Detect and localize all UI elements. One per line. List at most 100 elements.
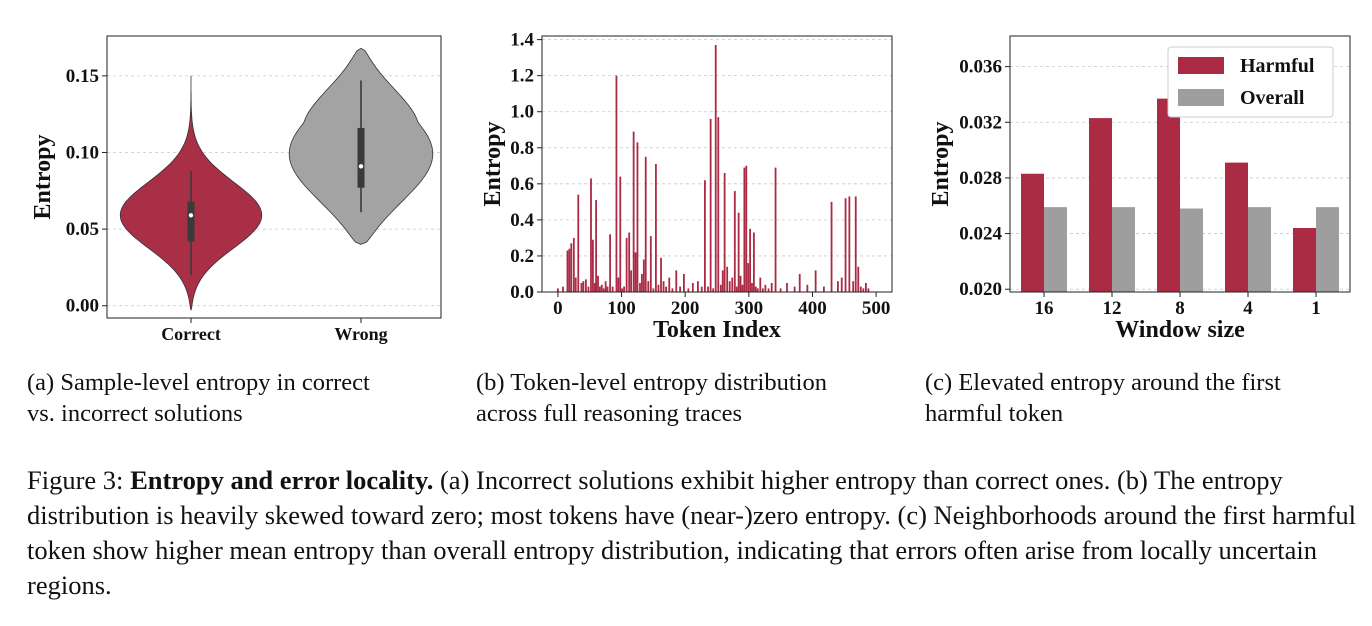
bar-overall — [1112, 207, 1135, 292]
figure-caption: Figure 3: Entropy and error locality. (a… — [27, 463, 1357, 603]
panel-b-y-tick-label: 0.0 — [510, 282, 534, 303]
subcaption-c-line1: (c) Elevated entropy around the first — [925, 369, 1281, 396]
subcaption-c: (c) Elevated entropy around the first ha… — [925, 367, 1365, 429]
panel-b-x-axis-label: Token Index — [653, 317, 781, 343]
bar-harmful — [1089, 118, 1112, 292]
token-entropy-bar — [600, 284, 603, 292]
token-entropy-bar — [862, 288, 865, 292]
token-entropy-bar — [566, 250, 569, 292]
token-entropy-bar — [570, 243, 573, 292]
token-entropy-bar — [562, 286, 564, 292]
token-entropy-bar — [691, 282, 694, 292]
bar-overall — [1180, 208, 1203, 292]
token-entropy-bar — [592, 239, 594, 292]
panel-a-y-tick-label: 0.05 — [66, 219, 99, 240]
token-entropy-bar — [599, 286, 601, 292]
panel-c-y-axis-label: Entropy — [928, 122, 954, 207]
panel-b-y-tick-label: 0.6 — [510, 174, 534, 195]
token-entropy-bar — [621, 288, 624, 292]
token-entropy-bar — [830, 201, 833, 292]
panel-b-y-axis-label: Entropy — [480, 122, 506, 207]
token-entropy-bar — [572, 237, 575, 292]
legend-label-harmful: Harmful — [1240, 55, 1315, 77]
token-entropy-bar — [568, 248, 571, 292]
token-entropy-bar — [625, 237, 628, 292]
token-entropy-bar — [806, 284, 809, 292]
token-entropy-bar — [743, 167, 746, 292]
panel-b-x-tick-label: 100 — [607, 298, 636, 319]
violin-median-correct — [188, 213, 194, 218]
panel-a-category-label: Wrong — [334, 324, 387, 344]
token-entropy-bar — [639, 282, 641, 292]
token-entropy-bar — [798, 273, 801, 292]
token-entropy-bar — [662, 281, 665, 292]
panel-c-x-tick-label: 16 — [1035, 298, 1054, 319]
panel-b-x-tick-label: 400 — [798, 298, 827, 319]
token-entropy-bar — [580, 282, 583, 292]
token-entropy-bar — [731, 277, 734, 292]
token-entropy-bar — [793, 286, 796, 292]
panel-b-frame — [541, 35, 893, 293]
figure-caption-text: (a) Incorrect solutions exhibit higher e… — [27, 465, 1356, 600]
panel-b-x-tick-label: 500 — [862, 298, 891, 319]
token-entropy-bar — [814, 270, 817, 292]
token-entropy-bar — [751, 282, 753, 292]
panel-b-y-tick-label: 1.4 — [510, 30, 534, 51]
token-entropy-bar — [741, 284, 744, 292]
violin-iqr-box-wrong — [357, 127, 365, 188]
panel-a-category-label: Correct — [161, 324, 221, 344]
token-entropy-bar — [602, 288, 605, 292]
token-entropy-bar — [844, 198, 847, 292]
token-entropy-bar — [704, 180, 706, 292]
panel-c-y-tick-label: 0.036 — [959, 57, 1002, 78]
bar-overall — [1316, 207, 1339, 292]
panel-b-y-tick-label: 1.2 — [510, 66, 534, 87]
token-entropy-bar — [764, 284, 767, 292]
panel-c-legend: Harmful Overall — [1167, 46, 1334, 118]
token-entropy-bar — [767, 288, 770, 292]
token-entropy-bar — [840, 277, 843, 292]
token-entropy-bar — [593, 282, 596, 292]
token-entropy-bar — [774, 167, 777, 292]
panel-c-x-tick-label: 4 — [1243, 298, 1253, 319]
panel-c-y-tick-label: 0.020 — [959, 279, 1002, 300]
token-entropy-bar — [587, 286, 590, 292]
bar-overall — [1248, 207, 1271, 292]
panel-c-y-tick-label: 0.028 — [959, 168, 1002, 189]
panel-b-y-tick-label: 0.4 — [510, 210, 534, 231]
token-entropy-bar — [604, 281, 607, 292]
token-entropy-bar — [628, 232, 631, 292]
token-entropy-bar — [723, 173, 726, 292]
token-entropy-bar — [652, 288, 655, 292]
token-entropy-bar — [717, 117, 720, 292]
token-entropy-bar — [557, 288, 559, 292]
panel-b-x-tick-label: 300 — [735, 298, 764, 319]
token-entropy-bar — [754, 286, 757, 292]
token-entropy-bar — [574, 277, 577, 292]
token-entropy-bar — [865, 282, 867, 292]
token-entropy-bar — [597, 275, 599, 292]
token-entropy-bar — [657, 284, 660, 292]
panel-c-bar-chart: 0.020 0.024 0.028 0.032 0.036 16 12 8 4 1 Entropy… — [928, 35, 1351, 343]
panel-c-x-tick-label: 1 — [1311, 298, 1321, 319]
token-entropy-bar — [786, 282, 788, 292]
panel-a-y-tick-label: 0.15 — [66, 66, 99, 87]
token-entropy-bar — [756, 288, 759, 292]
violin-median-wrong — [358, 164, 364, 169]
token-entropy-bar — [737, 212, 740, 292]
legend-label-overall: Overall — [1240, 87, 1305, 109]
token-entropy-bar — [606, 286, 609, 292]
panel-c-y-tick-label: 0.024 — [959, 224, 1002, 245]
token-entropy-bar — [636, 142, 639, 292]
token-entropy-bar — [707, 286, 709, 292]
subcaption-c-line2: harmful token — [925, 400, 1064, 427]
bar-harmful — [1157, 98, 1180, 292]
violin-iqr-box-correct — [187, 201, 195, 242]
legend-swatch-harmful — [1178, 57, 1224, 74]
panel-b-bar-chart: 0.0 0.2 0.4 0.6 0.8 1.0 1.2 1.4 0 100 200 300 400 500… — [480, 30, 893, 343]
token-entropy-bar — [837, 281, 839, 292]
token-entropy-bar — [867, 288, 870, 292]
token-entropy-bar — [655, 164, 657, 292]
token-entropy-bar — [649, 236, 652, 292]
token-entropy-bar — [642, 259, 645, 292]
